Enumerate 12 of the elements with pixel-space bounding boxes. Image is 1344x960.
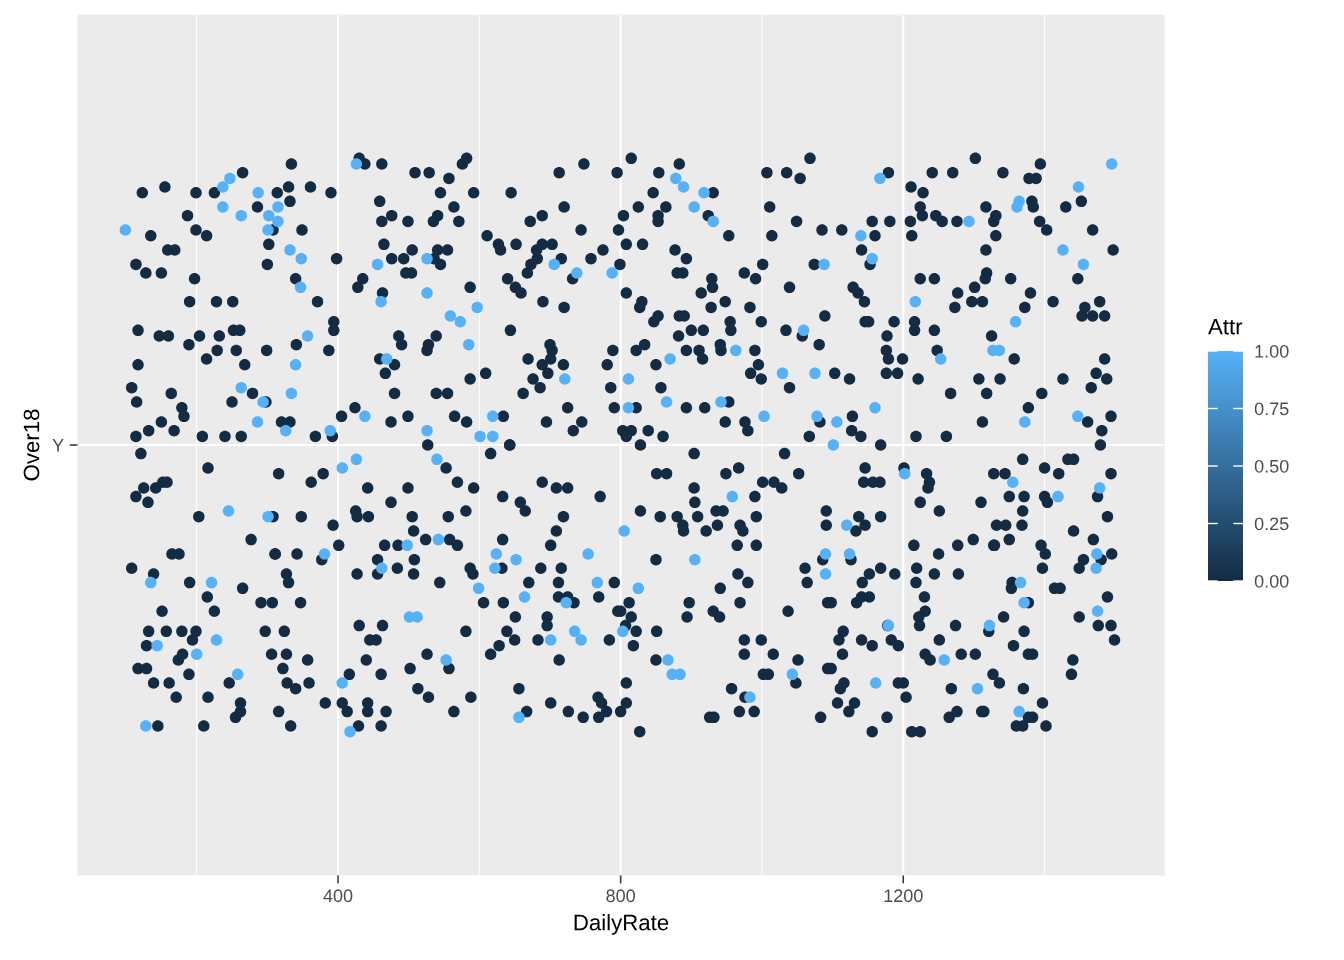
- x-tick-label: 1200: [884, 889, 923, 903]
- text: Y: [52, 439, 64, 452]
- x-tick-label: 800: [606, 889, 635, 903]
- color-bar-label: 0.50: [1254, 459, 1289, 473]
- color-bar-label: 0.75: [1254, 402, 1289, 416]
- x-tick-label: 400: [323, 889, 353, 903]
- color-bar-label: 0.00: [1254, 574, 1289, 588]
- x-axis-title: DailyRate: [574, 914, 669, 935]
- color-bar-label: 0.25: [1254, 517, 1289, 531]
- y-axis-title: Over18: [23, 409, 40, 481]
- color-bar-label: 1.00: [1255, 344, 1289, 358]
- color-bar-title: Attr: [1208, 319, 1243, 335]
